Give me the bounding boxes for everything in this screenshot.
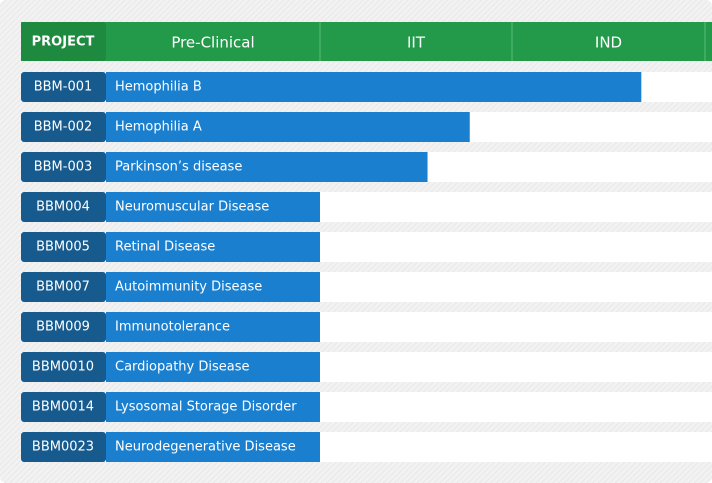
project-id: BBM0014: [32, 400, 94, 415]
indication: Retinal Disease: [115, 240, 215, 255]
header-project-cell: [21, 22, 106, 61]
project-id: BBM005: [36, 240, 90, 255]
project-id: BBM0023: [32, 440, 94, 455]
progress-bar: [106, 432, 320, 462]
project-cell: [21, 352, 106, 382]
project-cell: [21, 152, 106, 182]
indication: Immunotolerance: [115, 320, 230, 335]
project-id: BBM-001: [34, 80, 93, 95]
indication: Lysosomal Storage Disorder: [115, 400, 297, 415]
project-cell: [21, 112, 106, 142]
project-cell: [21, 72, 106, 102]
progress-bar: [106, 352, 320, 382]
project-id: BBM009: [36, 320, 90, 335]
indication: Hemophilia B: [115, 80, 202, 95]
project-id: BBM004: [36, 200, 90, 215]
progress-bar: [106, 152, 428, 182]
progress-bar: [106, 312, 320, 342]
project-id: BBM007: [36, 280, 90, 295]
progress-bar: [106, 392, 320, 422]
progress-bar: [106, 72, 642, 102]
header-project: PROJECT: [32, 35, 95, 50]
progress-bar: [106, 272, 320, 302]
indication: Parkinson’s disease: [115, 160, 242, 175]
indication: Neuromuscular Disease: [115, 200, 269, 215]
indication: Neurodegenerative Disease: [115, 440, 296, 455]
project-cell: [21, 312, 106, 342]
indication: Hemophilia A: [115, 120, 202, 135]
project-cell: [21, 392, 106, 422]
progress-bar: [106, 232, 320, 262]
header-bar: [21, 22, 712, 61]
indication: Cardiopathy Disease: [115, 360, 250, 375]
project-id: BBM-003: [34, 160, 93, 175]
progress-bar: [106, 112, 470, 142]
stage-label: IIT: [407, 34, 426, 52]
progress-bar: [106, 192, 320, 222]
indication: Autoimmunity Disease: [115, 280, 262, 295]
project-cell: [21, 232, 106, 262]
project-cell: [21, 192, 106, 222]
stage-label: Pre-Clinical: [171, 34, 254, 52]
project-id: BBM-002: [34, 120, 93, 135]
project-cell: [21, 432, 106, 462]
project-id: BBM0010: [32, 360, 94, 375]
stage-label: IND: [595, 34, 622, 52]
project-cell: [21, 272, 106, 302]
